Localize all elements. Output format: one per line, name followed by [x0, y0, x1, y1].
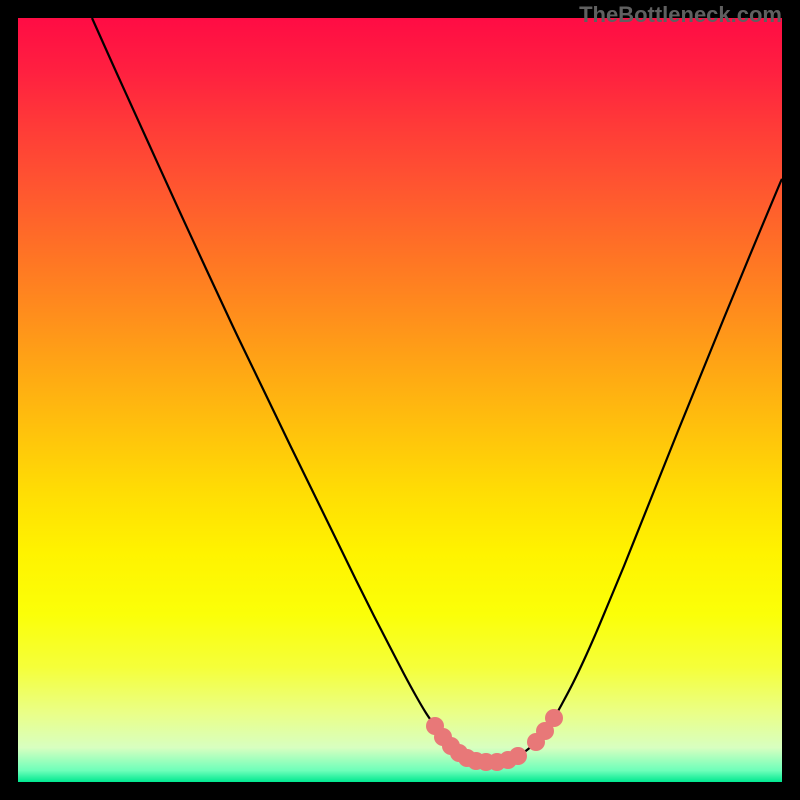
plot-area — [18, 18, 782, 782]
watermark-text: TheBottleneck.com — [579, 2, 782, 28]
